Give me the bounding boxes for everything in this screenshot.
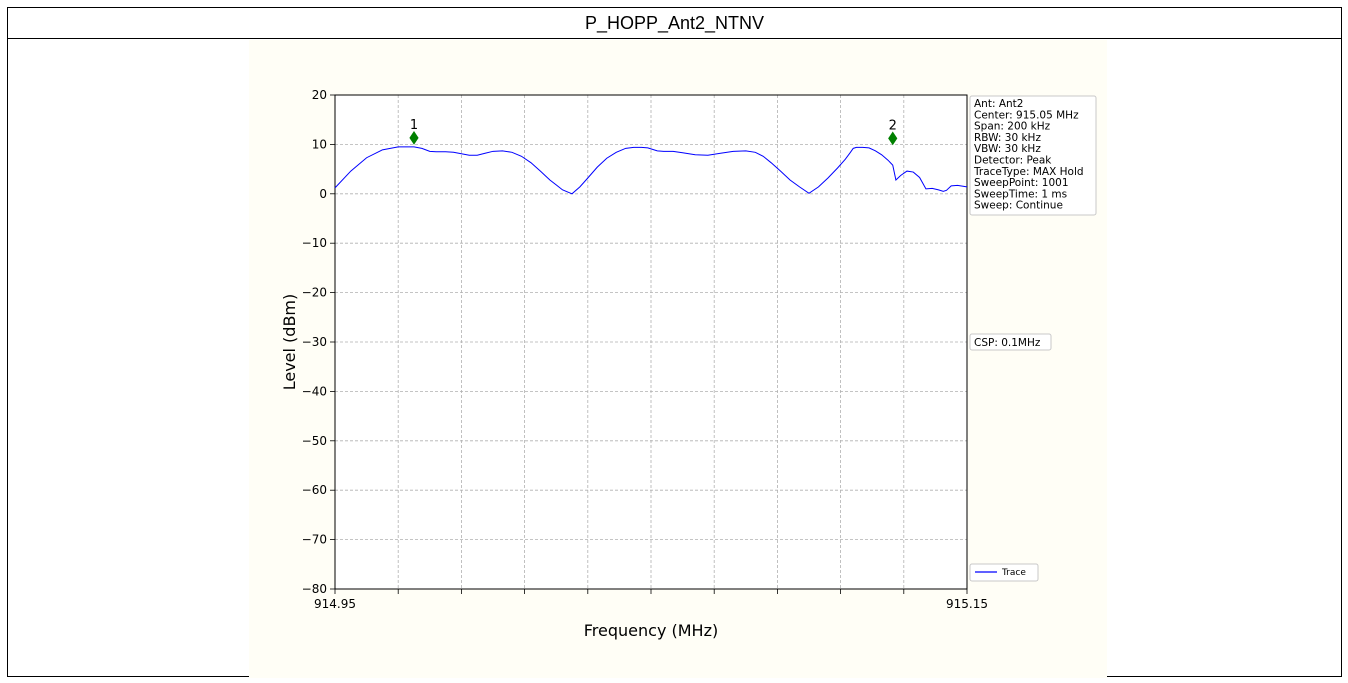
page-title: P_HOPP_Ant2_NTNV — [8, 8, 1341, 39]
y-tick-label: −30 — [302, 335, 327, 349]
y-axis-label: Level (dBm) — [280, 294, 299, 391]
y-tick-label: −20 — [302, 286, 327, 300]
y-tick-label: 10 — [312, 137, 327, 151]
y-tick-label: −40 — [302, 384, 327, 398]
marker-1-diamond — [409, 130, 419, 145]
legend-box — [969, 563, 1039, 582]
info-box-line: TraceType: MAX Hold — [973, 166, 1084, 178]
y-tick-label: 20 — [312, 88, 327, 102]
x-tick-label: 915.15 — [946, 597, 988, 611]
info-box-line: Span: 200 kHz — [974, 121, 1051, 133]
y-tick-label: 0 — [319, 187, 327, 201]
trace-line — [334, 146, 968, 195]
x-tick-label: 914.95 — [314, 597, 356, 611]
csp-label: CSP: 0.1MHz — [974, 337, 1041, 349]
y-tick-label: −50 — [302, 434, 327, 448]
plot-area: 20 10 0 −10 −20 −30 −40 −50 −60 −70 −80 914.95 915.1… — [249, 40, 1107, 678]
info-box — [969, 95, 1097, 216]
csp-box — [969, 333, 1052, 351]
marker-2-label: 2 — [889, 118, 897, 133]
y-tick-label: −70 — [302, 533, 327, 547]
marker-2-diamond — [888, 131, 898, 146]
plot-frame — [334, 94, 968, 590]
y-tick-label: −80 — [302, 582, 327, 596]
x-axis-label: Frequency (MHz) — [584, 621, 718, 640]
info-box-line: VBW: 30 kHz — [974, 143, 1041, 155]
info-box-line: Center: 915.05 MHz — [974, 109, 1079, 121]
trace-layer — [334, 146, 968, 195]
report-frame: P_HOPP_Ant2_NTNV 20 10 0 −10 −20 −30 −40 −50 −60… — [7, 7, 1342, 678]
y-tick-label: −60 — [302, 483, 327, 497]
info-box-line: SweepPoint: 1001 — [974, 177, 1069, 189]
legend-label: Trace — [1001, 568, 1026, 578]
info-box-line: Ant: Ant2 — [974, 98, 1023, 110]
y-tick-label: −10 — [302, 236, 327, 250]
info-box-line: Detector: Peak — [974, 155, 1052, 167]
info-box-line: RBW: 30 kHz — [974, 132, 1041, 144]
info-box-line: Sweep: Continue — [974, 200, 1063, 212]
marker-1-label: 1 — [410, 118, 418, 133]
grid-layer — [335, 95, 967, 589]
info-box-line: SweepTime: 1 ms — [974, 188, 1067, 200]
